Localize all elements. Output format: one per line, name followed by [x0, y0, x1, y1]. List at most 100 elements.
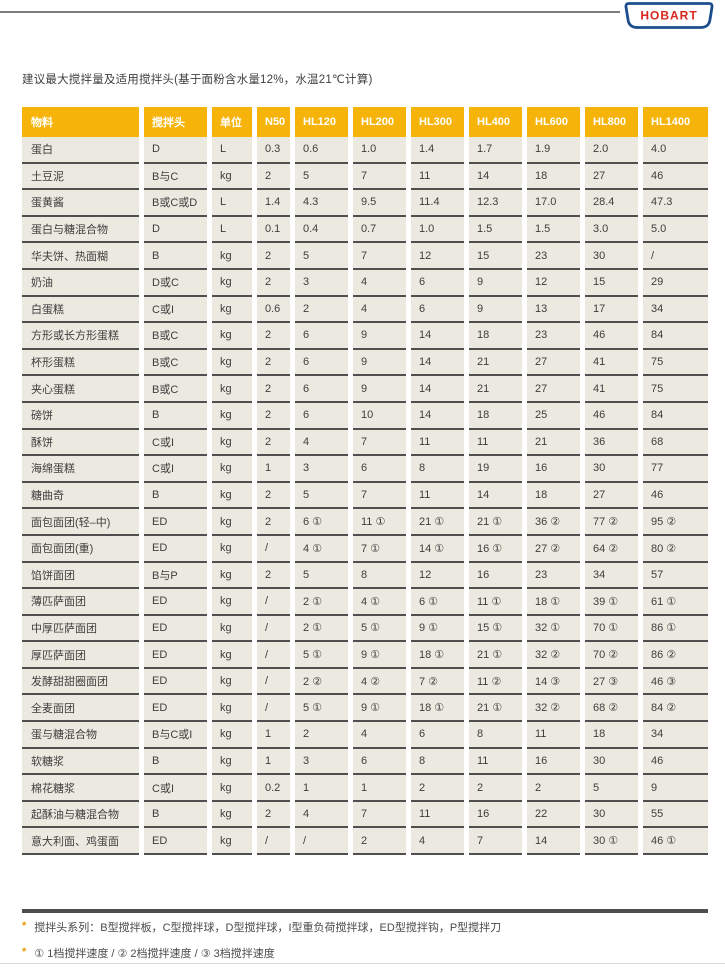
- capacity-value-cell: 7: [469, 828, 522, 856]
- capacity-value-cell: 18 ①: [411, 695, 464, 723]
- material-cell: 起酥油与糖混合物: [22, 801, 139, 829]
- capacity-value-cell: 57: [643, 562, 708, 590]
- header-rule: [0, 11, 620, 13]
- table-row: 馅饼面团 B与P kg 2 5 8 12 16 23 34 57: [22, 562, 708, 590]
- unit-cell: kg: [212, 828, 252, 856]
- capacity-value-cell: 32 ①: [527, 615, 580, 643]
- material-cell: 蛋黄酱: [22, 190, 139, 217]
- capacity-value-cell: 77: [643, 456, 708, 483]
- agitator-cell: ED: [144, 668, 207, 696]
- capacity-value-cell: 18 ①: [411, 642, 464, 669]
- capacity-value-cell: 7 ①: [353, 535, 406, 563]
- agitator-cell: C或I: [144, 456, 207, 483]
- capacity-value-cell: 6: [411, 296, 464, 324]
- capacity-value-cell: 6: [411, 722, 464, 749]
- capacity-value-cell: 18: [527, 482, 580, 510]
- capacity-value-cell: 11 ①: [353, 509, 406, 536]
- capacity-value-cell: 1: [257, 748, 290, 776]
- unit-cell: L: [212, 216, 252, 244]
- capacity-value-cell: 5: [295, 562, 348, 590]
- page-bottom-rule: [0, 963, 725, 964]
- capacity-value-cell: 77 ②: [585, 509, 638, 536]
- agitator-cell: C或I: [144, 775, 207, 802]
- capacity-value-cell: 1.7: [469, 137, 522, 164]
- capacity-value-cell: /: [643, 243, 708, 270]
- agitator-cell: B或C或D: [144, 190, 207, 217]
- unit-cell: kg: [212, 456, 252, 483]
- capacity-value-cell: 55: [643, 801, 708, 829]
- material-cell: 奶油: [22, 269, 139, 297]
- agitator-cell: ED: [144, 615, 207, 643]
- agitator-cell: D: [144, 137, 207, 164]
- agitator-cell: B或C: [144, 349, 207, 377]
- capacity-value-cell: 27: [527, 376, 580, 403]
- capacity-value-cell: 14: [469, 482, 522, 510]
- capacity-value-cell: 1.0: [411, 216, 464, 244]
- capacity-value-cell: 34: [643, 722, 708, 749]
- column-header: HL400: [469, 107, 522, 137]
- capacity-value-cell: 8: [411, 748, 464, 776]
- capacity-value-cell: 32 ②: [527, 642, 580, 669]
- capacity-value-cell: 14: [411, 323, 464, 350]
- capacity-value-cell: 46: [643, 748, 708, 776]
- capacity-value-cell: 7: [353, 482, 406, 510]
- capacity-value-cell: 27 ③: [585, 668, 638, 696]
- table-row: 夹心蛋糕 B或C kg 2 6 9 14 21 27 41 75: [22, 376, 708, 403]
- capacity-value-cell: 11: [411, 163, 464, 191]
- table-header-row: 物料 搅拌头 单位 N50 HL120 HL200 HL300 HL400 HL600 HL800…: [22, 107, 708, 137]
- capacity-value-cell: 14: [411, 402, 464, 430]
- capacity-value-cell: 9 ①: [411, 615, 464, 643]
- logo-keystone-shape: [624, 2, 714, 29]
- table-row: 蛋与糖混合物 B与C或I kg 1 2 4 6 8 11 18 34: [22, 722, 708, 749]
- capacity-value-cell: /: [257, 589, 290, 616]
- capacity-value-cell: 21 ①: [469, 695, 522, 723]
- capacity-value-cell: 3.0: [585, 216, 638, 244]
- agitator-cell: B与C: [144, 163, 207, 191]
- capacity-value-cell: 3: [295, 748, 348, 776]
- capacity-value-cell: 4 ①: [295, 535, 348, 563]
- material-cell: 酥饼: [22, 429, 139, 457]
- capacity-value-cell: 46: [585, 402, 638, 430]
- unit-cell: kg: [212, 243, 252, 270]
- capacity-value-cell: 2: [257, 562, 290, 590]
- capacity-table: 物料 搅拌头 单位 N50 HL120 HL200 HL300 HL400 HL600 HL800…: [17, 107, 713, 856]
- capacity-value-cell: 0.4: [295, 216, 348, 244]
- capacity-value-cell: /: [257, 535, 290, 563]
- capacity-value-cell: 17.0: [527, 190, 580, 217]
- capacity-value-cell: 15 ①: [469, 615, 522, 643]
- capacity-value-cell: 21: [469, 349, 522, 377]
- capacity-value-cell: 21: [469, 376, 522, 403]
- unit-cell: kg: [212, 402, 252, 430]
- capacity-value-cell: 14 ①: [411, 535, 464, 563]
- table-bottom-bar: [22, 909, 708, 913]
- agitator-cell: B与C或I: [144, 722, 207, 749]
- capacity-value-cell: 0.6: [257, 296, 290, 324]
- capacity-value-cell: 1.5: [527, 216, 580, 244]
- capacity-value-cell: 2: [257, 482, 290, 510]
- capacity-value-cell: 14: [411, 349, 464, 377]
- capacity-value-cell: 23: [527, 243, 580, 270]
- footnote-marker: *: [22, 920, 27, 932]
- unit-cell: kg: [212, 722, 252, 749]
- capacity-value-cell: 23: [527, 562, 580, 590]
- capacity-value-cell: 14 ③: [527, 668, 580, 696]
- capacity-value-cell: 61 ①: [643, 589, 708, 616]
- capacity-value-cell: 39 ①: [585, 589, 638, 616]
- material-cell: 全麦面团: [22, 695, 139, 723]
- capacity-value-cell: 68: [643, 429, 708, 457]
- agitator-cell: ED: [144, 828, 207, 856]
- capacity-value-cell: 9.5: [353, 190, 406, 217]
- capacity-value-cell: 9 ①: [353, 695, 406, 723]
- capacity-value-cell: 9: [353, 376, 406, 403]
- capacity-value-cell: 46: [643, 482, 708, 510]
- material-cell: 中厚匹萨面团: [22, 615, 139, 643]
- capacity-value-cell: 86 ①: [643, 615, 708, 643]
- capacity-value-cell: 12.3: [469, 190, 522, 217]
- capacity-value-cell: 7: [353, 429, 406, 457]
- unit-cell: kg: [212, 562, 252, 590]
- agitator-cell: ED: [144, 509, 207, 536]
- capacity-value-cell: 5: [585, 775, 638, 802]
